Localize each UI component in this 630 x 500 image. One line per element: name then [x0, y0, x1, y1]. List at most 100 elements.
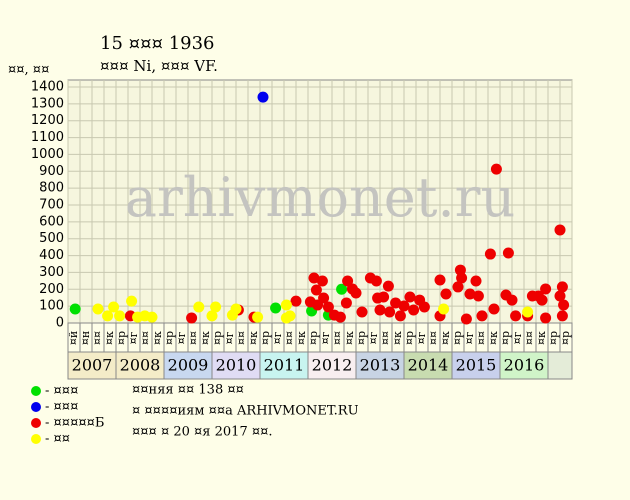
- point: [270, 302, 282, 314]
- point: [252, 311, 264, 323]
- note: ¤¤¤ ¤ 20 ¤я 2017 ¤¤.: [132, 425, 273, 440]
- quarter-label: ¤р: [115, 331, 128, 345]
- point: [340, 297, 352, 309]
- legend-marker: [31, 418, 41, 428]
- y-tick-label: 500: [39, 231, 64, 246]
- y-tick-label: 1200: [31, 113, 64, 128]
- y-tick-label: 800: [39, 181, 64, 196]
- quarter-label: ¤к: [247, 331, 260, 345]
- year-band: [451, 351, 501, 380]
- point: [556, 281, 568, 293]
- quarter-label: ¤г: [223, 331, 236, 344]
- point: [510, 310, 522, 322]
- point: [257, 91, 269, 103]
- y-tick-label: 700: [39, 198, 64, 213]
- point: [456, 272, 468, 284]
- point: [394, 310, 406, 322]
- y-tick-label: 100: [39, 299, 64, 314]
- year-band: [403, 351, 453, 380]
- quarter-label: ¤¤: [91, 331, 104, 345]
- year-label: 2009: [168, 356, 209, 375]
- point: [378, 291, 390, 303]
- y-tick-label: 400: [39, 248, 64, 263]
- point: [356, 306, 368, 318]
- quarter-label: ¤р: [259, 331, 272, 345]
- year-label: 2016: [504, 356, 545, 375]
- point: [114, 310, 126, 322]
- quarter-label: ¤¤: [235, 331, 248, 345]
- point: [280, 312, 292, 324]
- point: [472, 290, 484, 302]
- quarter-label: ¤¤: [331, 331, 344, 345]
- point: [554, 224, 566, 236]
- point: [280, 299, 292, 311]
- year-band: [355, 351, 405, 380]
- point: [484, 248, 496, 260]
- quarter-label: ¤¤: [283, 331, 296, 345]
- quarter-label: ¤¤: [523, 331, 536, 345]
- quarter-label: ¤к: [151, 331, 164, 345]
- watermark: arhivmonet.ru: [125, 166, 515, 229]
- quarter-label: ¤к: [343, 331, 356, 345]
- point: [186, 312, 198, 324]
- y-tick-label: 600: [39, 214, 64, 229]
- point: [490, 163, 502, 175]
- legend-marker: [31, 386, 41, 396]
- legend-marker: [31, 402, 41, 412]
- point: [336, 283, 348, 295]
- point: [384, 306, 396, 318]
- point: [334, 311, 346, 323]
- point: [554, 290, 566, 302]
- legend-marker: [31, 434, 41, 444]
- year-label: 2012: [312, 356, 353, 375]
- quarter-label: ¤к: [487, 331, 500, 345]
- point: [540, 283, 552, 295]
- quarter-label: ¤¤: [187, 331, 200, 345]
- point: [382, 280, 394, 292]
- quarter-label: ¤р: [307, 331, 320, 345]
- year-band: [307, 351, 357, 380]
- point: [310, 284, 322, 296]
- year-label: 2010: [216, 356, 257, 375]
- y-tick-label: 900: [39, 164, 64, 179]
- point: [390, 297, 402, 309]
- year-label: 2014: [408, 356, 449, 375]
- year-label: 2013: [360, 356, 401, 375]
- point: [470, 275, 482, 287]
- year-band: [499, 351, 549, 380]
- year-label: 2015: [456, 356, 497, 375]
- point: [522, 306, 534, 318]
- point: [558, 299, 570, 311]
- point: [398, 300, 410, 312]
- legend-label: - ¤¤: [45, 432, 70, 447]
- quarter-label: ¤к: [439, 331, 452, 345]
- point: [488, 303, 500, 315]
- point: [146, 311, 158, 323]
- quarter-label: ¤р: [211, 331, 224, 345]
- point: [126, 295, 138, 307]
- point: [206, 310, 218, 322]
- point: [322, 301, 334, 313]
- year-band: [259, 351, 309, 380]
- point: [434, 274, 446, 286]
- point: [374, 304, 386, 316]
- quarter-label: ¤к: [535, 331, 548, 345]
- point: [404, 291, 416, 303]
- chart-subtitle: ¤¤¤ Ni, ¤¤¤ VF.: [100, 57, 218, 75]
- point: [350, 287, 362, 299]
- point: [92, 303, 104, 315]
- point: [210, 301, 222, 313]
- quarter-label: ¤¤: [475, 331, 488, 345]
- y-tick-label: 1400: [31, 80, 64, 95]
- legend-label: - ¤¤¤¤¤Б: [45, 416, 104, 431]
- quarter-label: ¤¤: [139, 331, 152, 345]
- quarter-label: ¤¤: [427, 331, 440, 345]
- point: [342, 275, 354, 287]
- quarter-label: ¤р: [451, 331, 464, 345]
- point: [193, 301, 205, 313]
- y-tick-label: 300: [39, 265, 64, 280]
- point: [418, 301, 430, 313]
- point: [536, 294, 548, 306]
- legend-label: - ¤¤¤: [45, 384, 78, 399]
